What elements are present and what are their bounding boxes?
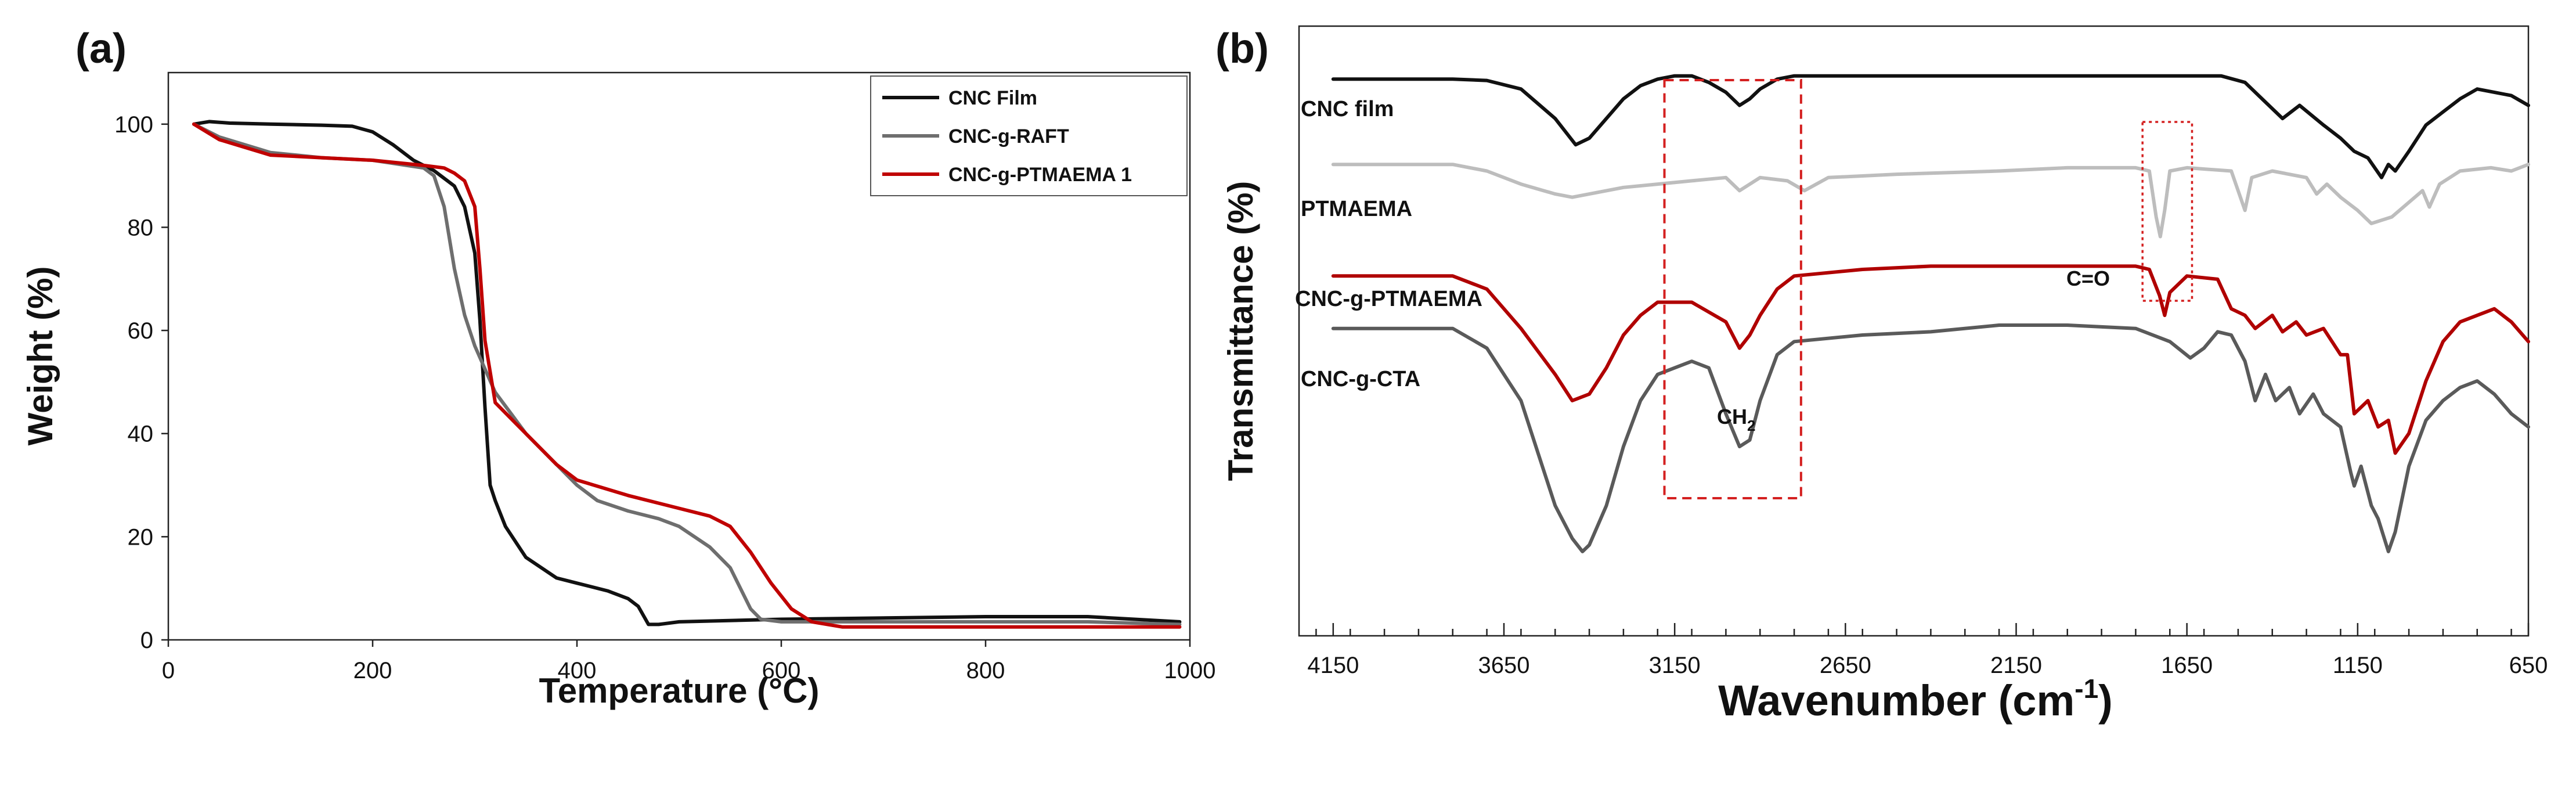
x-tick-label: 400 xyxy=(558,658,597,683)
panel-b-x-axis-title: Wavenumber (cm-1) xyxy=(1718,674,2113,725)
panel-a-x-axis-title: Temperature (°C) xyxy=(539,671,820,710)
legend-label-cnc-film: CNC Film xyxy=(948,87,1037,109)
panel-a-plot-frame xyxy=(167,71,1191,641)
x-tick-label: 3650 xyxy=(1478,653,1530,678)
legend-label-cnc-g-ptmaema-1: CNC-g-PTMAEMA 1 xyxy=(948,164,1132,186)
x-axis-title-main: Wavenumber (cm xyxy=(1718,676,2074,725)
series-line-cnc-g-raft xyxy=(192,122,1182,627)
x-tick-label: 2150 xyxy=(1990,653,2042,678)
series-label-cnc-film: CNC film xyxy=(1301,97,1394,121)
panel-b-y-axis-title: Transmittance (%) xyxy=(1221,181,1260,481)
y-tick-label: 80 xyxy=(128,215,154,240)
legend-label-cnc-g-raft: CNC-g-RAFT xyxy=(948,125,1069,147)
x-axis-title-suffix: ) xyxy=(2098,676,2113,725)
x-axis-title-superscript: -1 xyxy=(2074,674,2098,704)
panel-a-letter: (a) xyxy=(75,26,127,72)
series-label-cnc-g-cta: CNC-g-CTA xyxy=(1301,367,1420,391)
x-tick-label: 200 xyxy=(353,658,392,683)
series-line-cnc-g-ptmaema xyxy=(1331,264,2530,455)
ch2-annotation-label: CH2 xyxy=(1717,405,1755,434)
x-tick-label: 3150 xyxy=(1649,653,1701,678)
ch2-label-subscript: 2 xyxy=(1747,417,1755,434)
panel-a-y-axis-title: Weight (%) xyxy=(21,267,60,446)
series-line-cnc-g-ptmaema-1 xyxy=(192,122,1182,629)
x-tick-label: 4150 xyxy=(1307,653,1359,678)
x-tick-label: 1000 xyxy=(1164,658,1216,683)
panel-a-legend: CNC Film CNC-g-RAFT CNC-g-PTMAEMA 1 xyxy=(870,75,1188,196)
x-tick-label: 1650 xyxy=(2161,653,2213,678)
series-line-ptmaema xyxy=(1331,163,2530,239)
y-tick-label: 40 xyxy=(128,422,154,447)
panel-b-x-ticks: 4150 3650 3150 2650 2150 1650 1150 650 xyxy=(1307,623,2548,678)
series-label-cnc-g-ptmaema: CNC-g-PTMAEMA xyxy=(1295,287,1482,311)
x-tick-label: 650 xyxy=(2509,653,2548,678)
series-label-ptmaema: PTMAEMA xyxy=(1301,197,1412,221)
series-line-cnc-g-cta xyxy=(1331,323,2530,553)
panel-b-ftir-chart: (b) 4150 3650 3150 2650 2150 1650 1150 650 Tran… xyxy=(1215,25,2548,725)
panel-b-letter: (b) xyxy=(1215,26,1269,72)
panel-a-series xyxy=(192,120,1182,629)
series-line-cnc-film xyxy=(192,120,1182,627)
x-tick-label: 1150 xyxy=(2333,653,2383,678)
panel-b-series xyxy=(1331,74,2530,553)
ch2-label-main: CH xyxy=(1717,405,1747,429)
carbonyl-annotation-label: C=O xyxy=(2066,267,2110,290)
panel-a-tga-chart: (a) 0 20 40 60 80 100 0 200 400 600 800 1000 Weigh… xyxy=(21,26,1215,710)
y-tick-label: 0 xyxy=(140,628,153,653)
x-tick-label: 2650 xyxy=(1820,653,1871,678)
y-tick-label: 100 xyxy=(114,112,153,138)
panel-b-plot-frame xyxy=(1298,25,2530,637)
y-tick-label: 60 xyxy=(128,318,154,344)
y-tick-label: 20 xyxy=(128,524,154,550)
panel-a-x-ticks: 0 200 400 600 800 1000 xyxy=(162,640,1216,683)
x-tick-label: 800 xyxy=(966,658,1005,683)
x-tick-label: 600 xyxy=(762,658,801,683)
panel-a-y-ticks: 0 20 40 60 80 100 xyxy=(114,112,168,653)
series-line-cnc-film xyxy=(1331,74,2530,179)
x-tick-label: 0 xyxy=(162,658,175,683)
ch2-region-box xyxy=(1663,79,1802,499)
